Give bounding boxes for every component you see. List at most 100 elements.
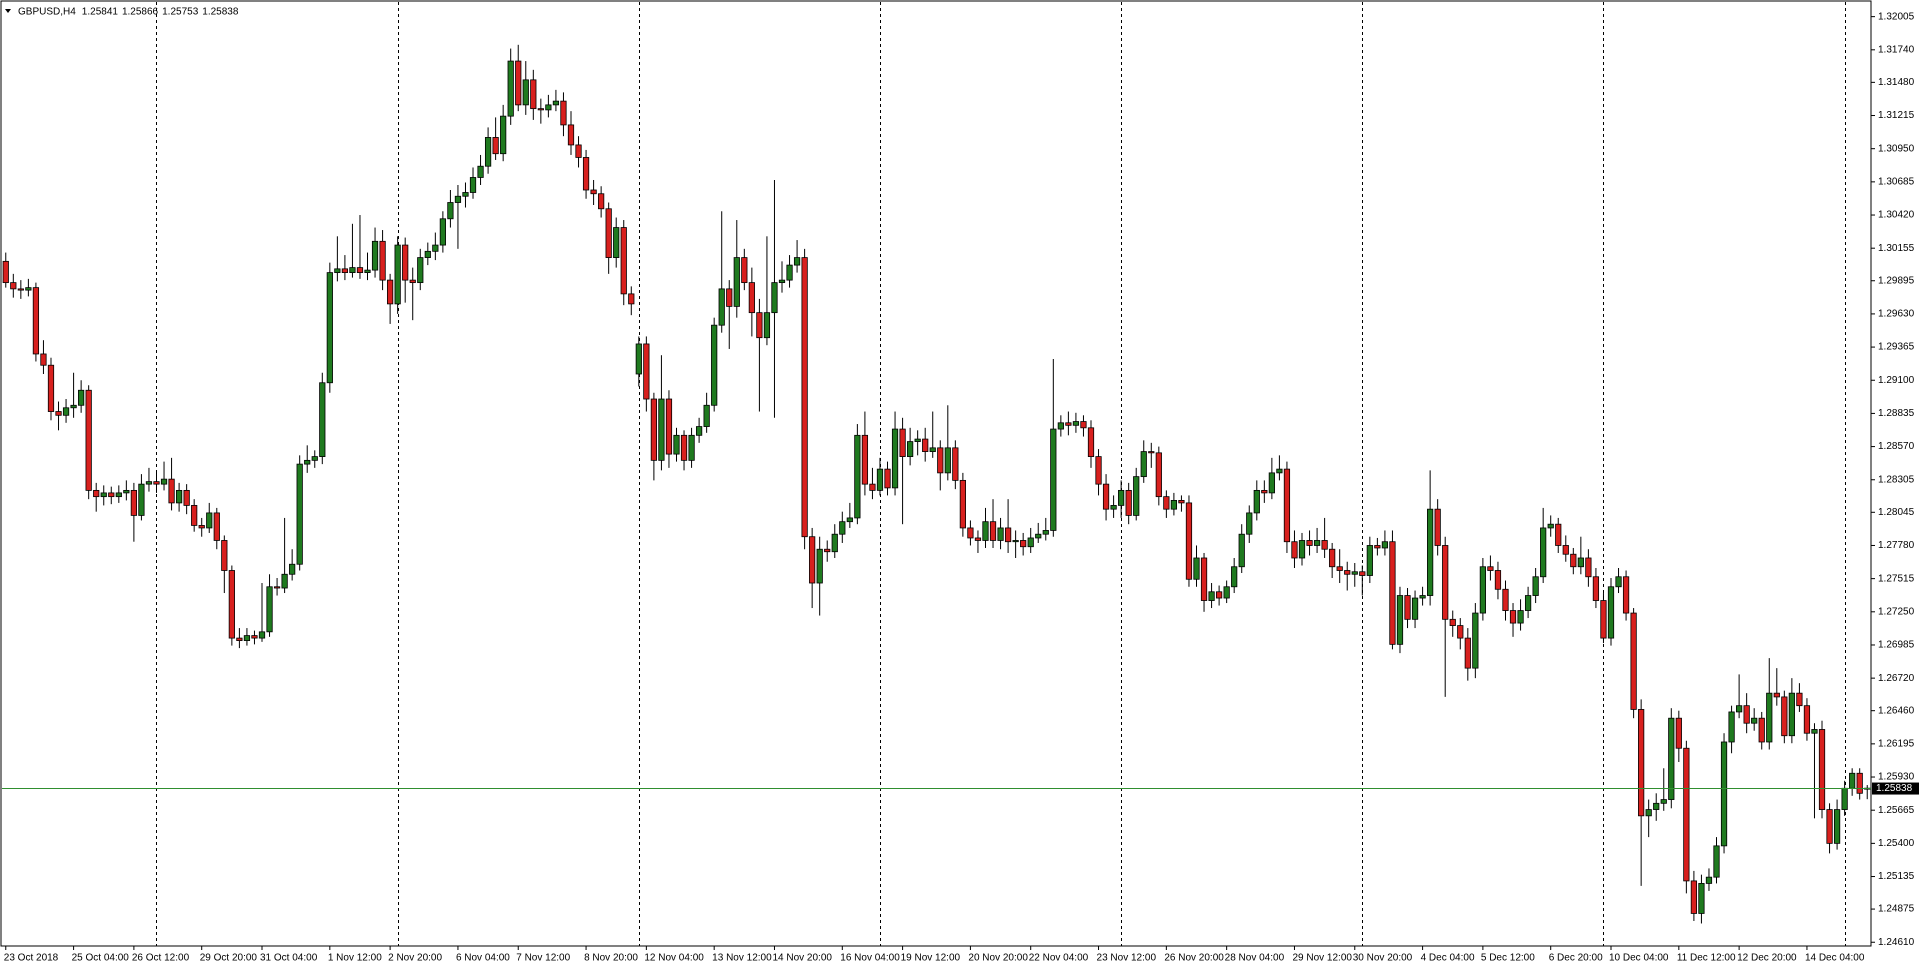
candle-body-up	[793, 257, 801, 266]
candle-body-down	[1185, 502, 1193, 580]
y-tick-label: 1.27780	[1878, 540, 1915, 551]
candle-body-down	[1803, 705, 1811, 734]
candle-body-down	[1690, 880, 1698, 914]
candle-body-down	[251, 635, 258, 639]
x-tick-label: 7 Nov 12:00	[516, 953, 570, 964]
candle-body-down	[1818, 729, 1826, 810]
candle-body-down	[1344, 570, 1351, 575]
candle-body-down	[801, 257, 808, 538]
candle-body-up	[78, 389, 85, 406]
candle-body-up	[1035, 533, 1042, 539]
candle-body-down	[356, 267, 364, 274]
x-tick-label: 14 Nov 20:00	[772, 953, 832, 964]
candle-body-up	[334, 268, 341, 274]
candle-body-up	[349, 267, 356, 274]
menu-triangle[interactable]	[5, 9, 11, 13]
candle-body-up	[1547, 523, 1554, 529]
candle-body-down	[1283, 468, 1291, 543]
candle-body-down	[741, 257, 748, 284]
candle-body-down	[1638, 709, 1645, 817]
candle-body-up	[703, 404, 710, 427]
candle-body-up	[545, 104, 552, 111]
candle-body-up	[1736, 705, 1743, 713]
candle-body-down	[1826, 809, 1833, 844]
candle-body-up	[1668, 717, 1675, 800]
candles	[2, 44, 1871, 924]
y-tick-label: 1.25665	[1878, 805, 1915, 816]
candle-body-up	[469, 177, 477, 193]
candle-body-up	[816, 548, 823, 584]
candle-body-up	[1057, 422, 1064, 430]
candle-body-down	[1359, 571, 1366, 576]
candle-body-down	[1509, 610, 1517, 624]
candle-body-up	[500, 115, 507, 155]
candle-body-up	[673, 434, 680, 455]
candle-body-down	[922, 438, 929, 452]
candle-body-down	[1095, 456, 1102, 485]
candle-body-down	[130, 489, 137, 516]
y-tick-label: 1.30685	[1878, 176, 1915, 187]
candle-body-down	[590, 189, 597, 195]
candle-body-up	[771, 282, 778, 314]
candle-body-up	[1849, 772, 1856, 789]
candle-body-down	[228, 570, 235, 639]
y-tick-label: 1.29365	[1878, 342, 1915, 353]
candle-body-up	[454, 195, 462, 203]
candle-body-up	[1396, 595, 1404, 645]
y-tick-label: 1.30950	[1878, 143, 1915, 154]
header-ohlc-value: 1.25838	[202, 7, 239, 18]
candle-body-up	[1705, 876, 1713, 884]
candle-body-down	[47, 364, 55, 412]
y-tick-label: 1.26720	[1878, 673, 1915, 684]
candle-body-up	[718, 288, 725, 326]
x-tick-label: 26 Nov 20:00	[1164, 953, 1224, 964]
candle-body-down	[1683, 747, 1690, 882]
candle-body-down	[1562, 545, 1569, 555]
candle-body-up	[1268, 472, 1275, 494]
candle-body-up	[70, 404, 77, 409]
candle-body-down	[108, 492, 115, 498]
candle-body-up	[1720, 741, 1728, 847]
candle-body-down	[1570, 553, 1577, 568]
current-price-label: 1.25838	[1876, 783, 1913, 794]
candle-body-up	[733, 257, 740, 307]
candle-body-up	[1615, 576, 1622, 588]
candle-body-up	[1419, 595, 1426, 599]
candle-body-down	[1675, 717, 1682, 749]
candle-body-up	[1479, 566, 1486, 614]
candle-body-up	[613, 227, 620, 258]
candle-body-down	[1336, 566, 1343, 571]
x-tick-label: 12 Nov 04:00	[644, 953, 704, 964]
candle-body-down	[40, 353, 47, 366]
candle-body-up	[522, 79, 529, 106]
candle-body-down	[1404, 595, 1411, 620]
candle-body-up	[982, 521, 989, 541]
candle-body-up	[281, 573, 288, 589]
candle-body-up	[831, 533, 838, 553]
candle-body-down	[937, 447, 944, 474]
header-ohlc-value: 1.25866	[122, 7, 159, 18]
x-tick-label: 6 Dec 20:00	[1549, 953, 1603, 964]
candle-body-down	[1087, 427, 1095, 457]
x-tick-label: 6 Nov 04:00	[456, 953, 510, 964]
x-tick-label: 22 Nov 04:00	[1029, 953, 1089, 964]
candle-body-down	[17, 288, 24, 291]
candle-body-down	[1502, 588, 1509, 611]
candle-body-up	[447, 202, 454, 220]
y-tick-label: 1.30420	[1878, 210, 1915, 221]
candle-body-down	[85, 389, 92, 491]
candle-body-down	[1592, 576, 1600, 601]
candle-body-up	[424, 250, 431, 258]
candle-body-up	[1540, 527, 1547, 578]
x-tick-label: 31 Oct 04:00	[260, 953, 318, 964]
candle-body-up	[1072, 421, 1080, 426]
candle-body-down	[884, 468, 891, 489]
candle-body-up	[1411, 597, 1419, 620]
candle-body-down	[1487, 566, 1494, 571]
y-tick-label: 1.28835	[1878, 408, 1915, 419]
candle-body-down	[1434, 508, 1441, 546]
candle-body-up	[1427, 508, 1434, 596]
y-tick-label: 1.27250	[1878, 606, 1915, 617]
candle-body-up	[439, 218, 446, 246]
candle-body-down	[628, 293, 635, 305]
